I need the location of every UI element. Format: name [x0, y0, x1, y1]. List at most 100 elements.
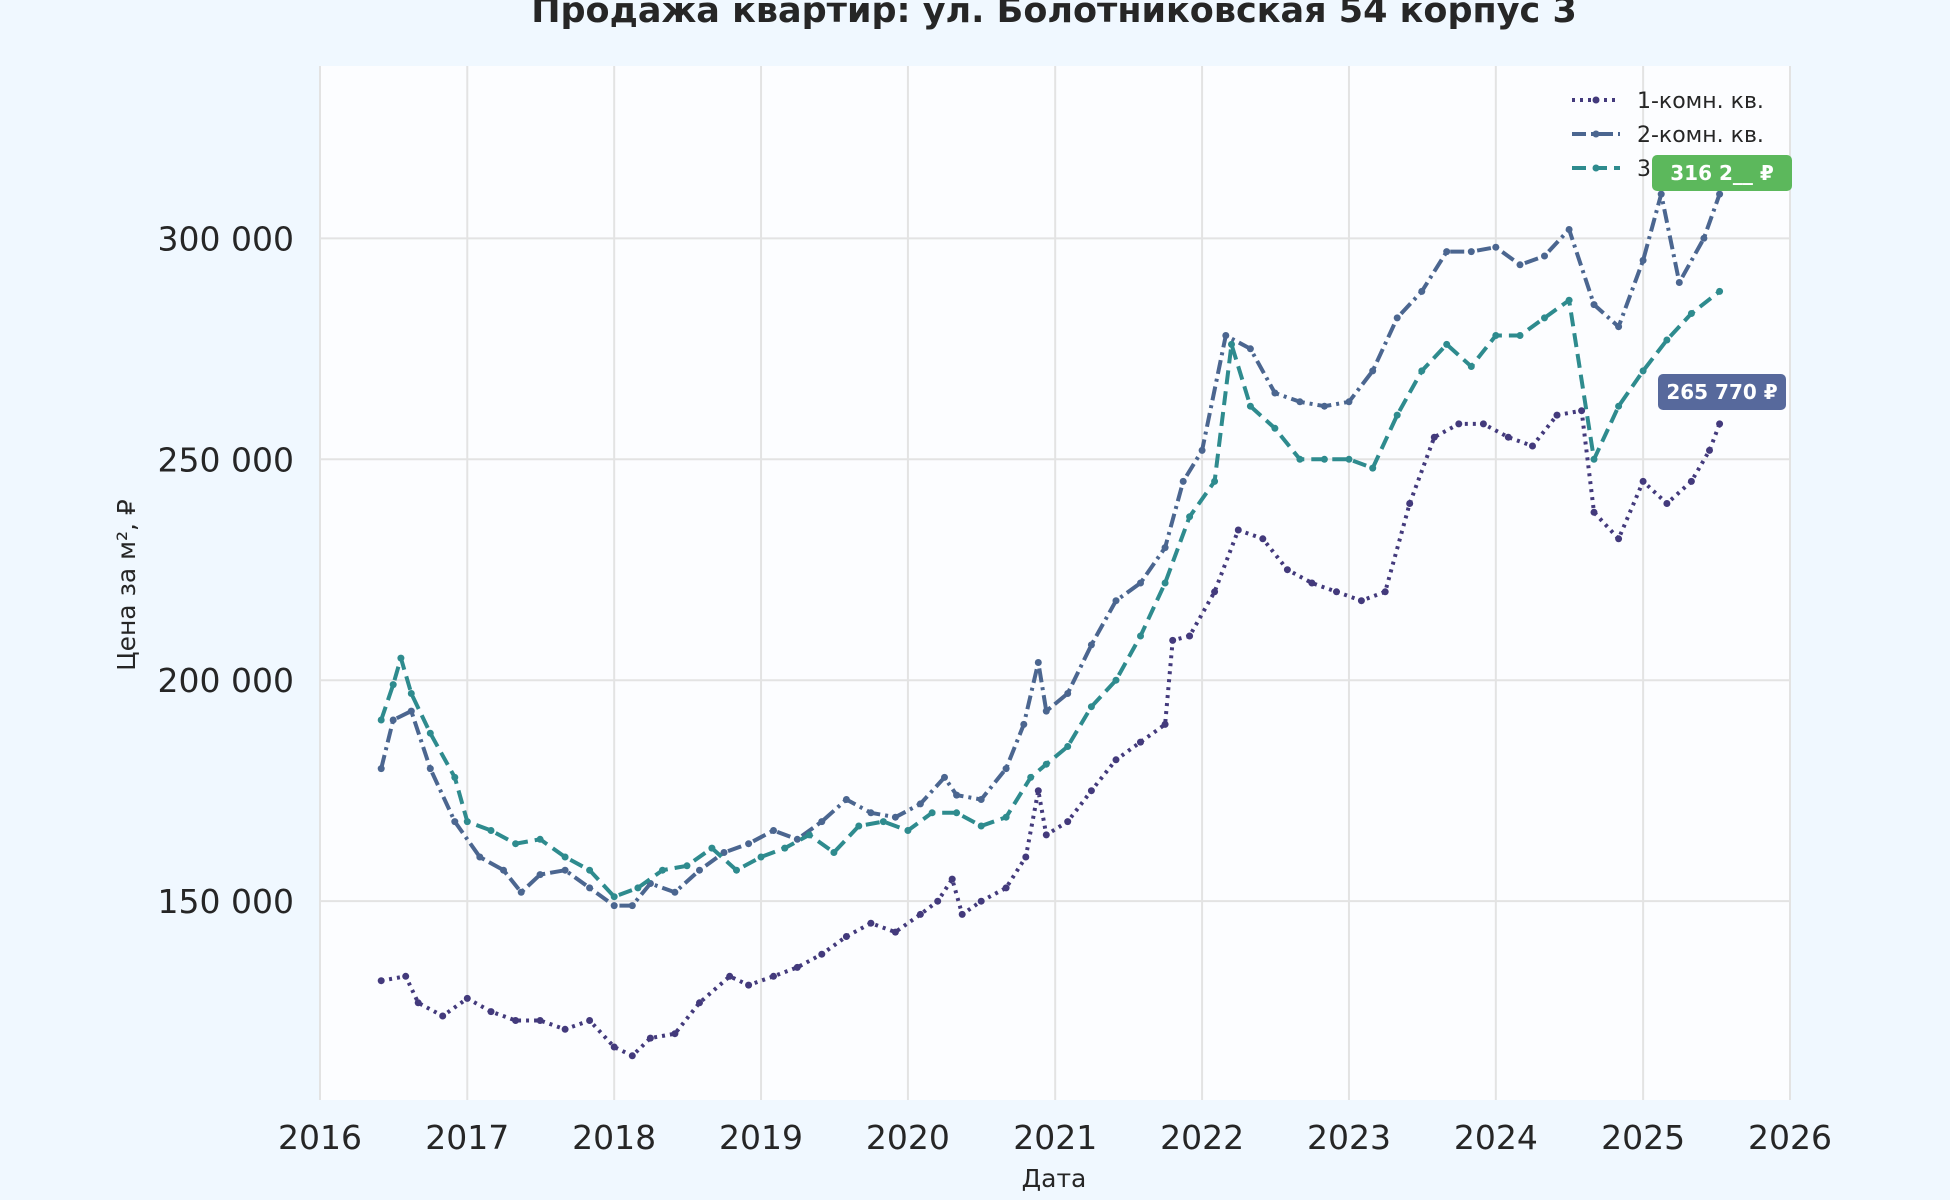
data-point-2-17: [745, 840, 753, 848]
data-point-3-22: [855, 822, 863, 830]
data-point-1-61: [1716, 420, 1724, 428]
data-point-2-29: [1020, 720, 1028, 728]
data-point-3-3: [407, 690, 415, 697]
data-point-1-40: [1234, 526, 1242, 534]
data-point-1-6: [512, 1017, 520, 1024]
x-tick-label-2019: 2019: [719, 1118, 803, 1157]
data-point-2-26: [953, 791, 961, 799]
data-point-3-0: [377, 716, 385, 724]
y-tick-label-250000: 250 000: [158, 440, 294, 479]
value-badges: 316 2__ ₽ 265 770 ₽: [1652, 155, 1792, 410]
data-point-2-59: [1700, 234, 1708, 242]
data-point-2-6: [500, 866, 507, 874]
x-tick-label-2020: 2020: [866, 1118, 950, 1157]
data-point-2-3: [426, 765, 434, 773]
grid-lines: [319, 66, 1791, 1100]
data-point-3-19: [781, 844, 789, 852]
data-point-2-22: [867, 809, 875, 817]
data-point-2-9: [561, 866, 569, 874]
data-point-2-51: [1516, 261, 1524, 269]
y-tick-label-150000: 150 000: [158, 882, 294, 921]
data-point-3-7: [487, 827, 495, 834]
y-tick-label-300000: 300 000: [158, 219, 294, 258]
data-point-1-2: [414, 999, 422, 1007]
data-point-1-23: [916, 910, 924, 918]
data-point-3-26: [953, 809, 961, 817]
data-point-3-10: [561, 853, 569, 861]
x-tick-label-2021: 2021: [1013, 1118, 1097, 1157]
y-tick-label-200000: 200 000: [158, 661, 294, 700]
data-point-3-47: [1443, 340, 1451, 348]
data-point-1-9: [586, 1017, 594, 1024]
data-point-3-39: [1246, 402, 1254, 410]
data-point-2-30: [1034, 659, 1042, 666]
data-point-2-58: [1675, 279, 1683, 286]
data-point-1-12: [646, 1034, 654, 1042]
data-point-3-57: [1687, 310, 1695, 317]
data-point-3-45: [1393, 411, 1401, 419]
data-point-1-21: [867, 919, 875, 927]
data-point-2-55: [1615, 323, 1623, 331]
data-point-1-36: [1161, 720, 1169, 728]
data-point-3-58: [1716, 287, 1724, 295]
data-point-1-38: [1186, 632, 1194, 640]
data-point-3-6: [463, 818, 471, 826]
data-point-2-25: [941, 773, 948, 781]
data-point-3-54: [1615, 402, 1623, 410]
data-point-3-21: [830, 849, 838, 856]
data-point-1-4: [463, 994, 471, 1002]
data-point-1-51: [1504, 433, 1512, 441]
data-point-3-12: [610, 893, 618, 901]
data-point-1-49: [1455, 420, 1463, 428]
data-point-3-40: [1271, 424, 1279, 432]
data-point-2-20: [818, 818, 826, 826]
data-point-1-22: [891, 928, 899, 936]
data-point-2-60: [1716, 190, 1724, 198]
data-point-2-54: [1590, 301, 1598, 309]
data-point-1-56: [1615, 535, 1623, 543]
data-point-2-44: [1345, 398, 1353, 406]
data-point-1-41: [1259, 535, 1267, 543]
data-point-2-46: [1393, 314, 1401, 322]
x-tick-label-2026: 2026: [1748, 1118, 1832, 1157]
data-point-3-18: [757, 853, 765, 861]
data-point-3-49: [1492, 332, 1500, 339]
data-point-3-41: [1296, 455, 1304, 463]
data-point-2-16: [720, 849, 728, 856]
data-point-3-43: [1345, 455, 1353, 463]
data-point-1-47: [1406, 500, 1414, 507]
data-point-3-4: [426, 729, 434, 737]
data-point-2-1: [389, 716, 397, 724]
data-point-2-14: [671, 888, 679, 896]
data-point-3-42: [1320, 455, 1328, 463]
data-point-2-39: [1222, 332, 1230, 339]
data-point-2-23: [891, 813, 899, 821]
data-point-3-14: [659, 866, 666, 874]
data-point-3-23: [879, 818, 887, 826]
data-point-2-28: [1002, 765, 1010, 773]
legend-label-1: 1-комн. кв.: [1637, 89, 1764, 114]
data-point-3-30: [1042, 760, 1050, 768]
data-point-3-28: [1002, 813, 1010, 821]
data-point-1-17: [770, 972, 777, 980]
y-axis-label: Цена за м², ₽: [112, 499, 141, 671]
data-point-2-50: [1492, 243, 1500, 251]
data-point-3-13: [634, 884, 642, 892]
data-point-3-37: [1211, 477, 1219, 485]
legend-label-2: 2-комн. кв.: [1637, 123, 1764, 148]
data-point-2-52: [1541, 252, 1548, 260]
data-point-1-57: [1639, 477, 1647, 485]
data-point-1-59: [1687, 477, 1695, 485]
data-point-2-36: [1161, 544, 1169, 552]
series-1: [377, 407, 1724, 1060]
data-point-3-35: [1161, 579, 1169, 587]
data-point-1-42: [1283, 566, 1291, 574]
legend-marker-3: [1592, 164, 1600, 172]
data-point-1-1: [402, 972, 410, 980]
data-point-1-13: [671, 1030, 679, 1038]
data-point-3-15: [683, 862, 691, 870]
data-point-1-32: [1064, 818, 1072, 826]
data-point-3-20: [805, 831, 813, 839]
data-point-2-57: [1657, 190, 1665, 198]
data-point-1-50: [1479, 420, 1487, 428]
